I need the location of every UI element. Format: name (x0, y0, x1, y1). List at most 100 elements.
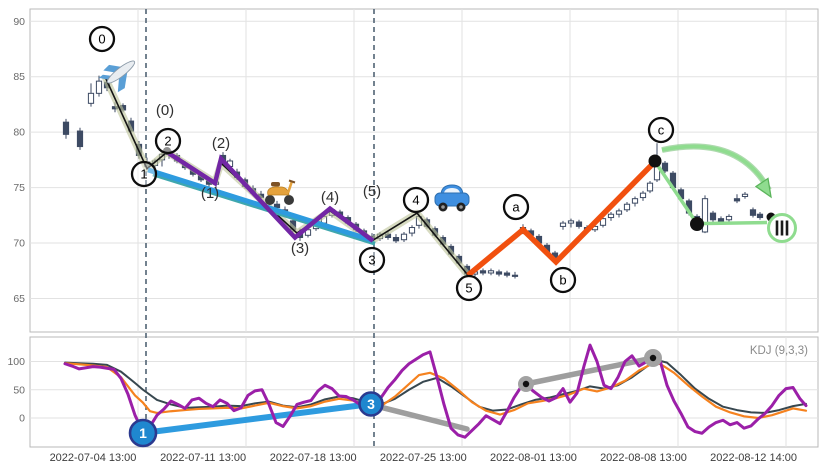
kdj-blue-circle-label-1: 1 (139, 425, 147, 441)
subwave-label: (2) (212, 135, 230, 152)
x-axis-date-label: 2022-07-18 13:00 (270, 452, 357, 464)
candle-body (95, 80, 103, 94)
airplane-shape (98, 60, 136, 93)
x-axis-date-label: 2022-07-11 13:00 (160, 452, 246, 464)
purple-subwave-line (165, 150, 375, 243)
kdj-axis-tick-label: 100 (7, 356, 25, 368)
kdj-gray-dot-center (522, 380, 530, 388)
wave-circle-label-3: 3 (368, 253, 375, 268)
pivot-dot (690, 217, 704, 231)
wave-circle-b (549, 266, 577, 294)
pivot-dot (648, 154, 662, 168)
orange-abc-line (466, 159, 657, 278)
scooter-wheel (265, 195, 275, 205)
wave-circle-label-1: 1 (140, 167, 147, 182)
candle-body (725, 215, 733, 221)
kdj-title: KDJ (9,3,3) (750, 345, 808, 357)
scooter-icon (265, 179, 296, 205)
target-circle-bar (775, 220, 779, 236)
wave-circle-1 (130, 160, 158, 188)
wave-circle-c (647, 116, 675, 144)
candle-body (511, 274, 519, 277)
candle-body (559, 222, 567, 227)
candle-body (479, 270, 487, 274)
kdj-axis-tick-label: 50 (13, 384, 25, 396)
candle-body (639, 192, 647, 199)
kdj-blue-circle-1 (128, 418, 158, 448)
wave-circle-4 (402, 186, 430, 214)
car-icon (434, 184, 470, 212)
subwave-label: (5) (363, 183, 381, 200)
candle-body (717, 218, 725, 223)
blue-trend-line (147, 167, 373, 243)
x-axis-date-label: 2022-08-12 14:00 (710, 452, 797, 464)
subwave-label: (4) (321, 189, 339, 206)
scooter-handlebar (288, 179, 296, 184)
wave-circle-3 (358, 246, 386, 274)
subwave-label: (3) (291, 240, 309, 257)
candle-body (567, 220, 575, 224)
candle-body (709, 212, 717, 221)
wave-circle-2 (154, 127, 182, 155)
candle-body (599, 218, 607, 226)
x-axis-date-label: 2022-08-01 13:00 (490, 452, 577, 464)
candle-body (503, 272, 511, 276)
wave-circle-a (502, 193, 530, 221)
candle-body (76, 130, 84, 148)
green-arrow-arc (661, 144, 771, 191)
candle-body (733, 198, 741, 202)
kdj-gray-dot-center (649, 354, 657, 362)
x-axis-date-label: 2022-07-25 13:00 (380, 452, 467, 464)
candle-body (741, 193, 749, 197)
wave-circle-label-b: b (559, 273, 566, 288)
car-hubcap (441, 205, 445, 209)
candle-body (62, 121, 70, 135)
wave-circle-0 (88, 25, 116, 53)
candle-body (87, 92, 95, 104)
wave-circle-5 (455, 274, 483, 302)
wave-circle-label-2: 2 (164, 134, 171, 149)
candle-body (607, 213, 615, 219)
airplane-icon (98, 60, 136, 93)
candle-body (408, 227, 416, 234)
scooter-seat (271, 182, 280, 187)
y-axis-tick-label: 90 (13, 16, 25, 28)
y-axis-tick-label: 70 (13, 238, 25, 250)
green-arrow-head (754, 177, 772, 199)
kdj-d-line (63, 362, 808, 420)
scooter-column (286, 180, 294, 194)
scooter-body (267, 186, 290, 196)
wave-circle-label-0: 0 (98, 32, 105, 47)
candle-body (646, 182, 654, 192)
candle-body (623, 203, 631, 211)
candle-body (575, 221, 583, 227)
airplane-fuselage (106, 60, 136, 84)
candle-body (631, 198, 639, 204)
subwave-label: (0) (156, 102, 174, 119)
kdj-blue-circle-3 (358, 391, 384, 417)
kdj-gray-divergence-line (523, 355, 656, 387)
candle-body (701, 198, 709, 233)
wave-circle-label-a: a (512, 200, 520, 215)
candle-body (392, 237, 400, 242)
y-axis-tick-label: 65 (13, 293, 25, 305)
candle-body (400, 233, 408, 241)
y-axis-tick-label: 85 (13, 71, 25, 83)
y-axis-tick-label: 75 (13, 182, 25, 194)
target-circle-bar (780, 220, 784, 236)
wave-circle-label-5: 5 (465, 281, 472, 296)
candle-body (487, 270, 495, 274)
wave-circle-label-c: c (658, 123, 665, 138)
car-hubcap (459, 205, 463, 209)
kdj-axis-tick-label: 0 (19, 413, 25, 425)
candle-body (495, 271, 503, 275)
scooter-wheel (284, 195, 294, 205)
x-axis-date-label: 2022-08-08 13:00 (600, 452, 687, 464)
subwave-label: (1) (201, 185, 219, 202)
main-panel (29, 8, 819, 333)
car-window (444, 188, 460, 193)
candle-body (661, 162, 669, 172)
